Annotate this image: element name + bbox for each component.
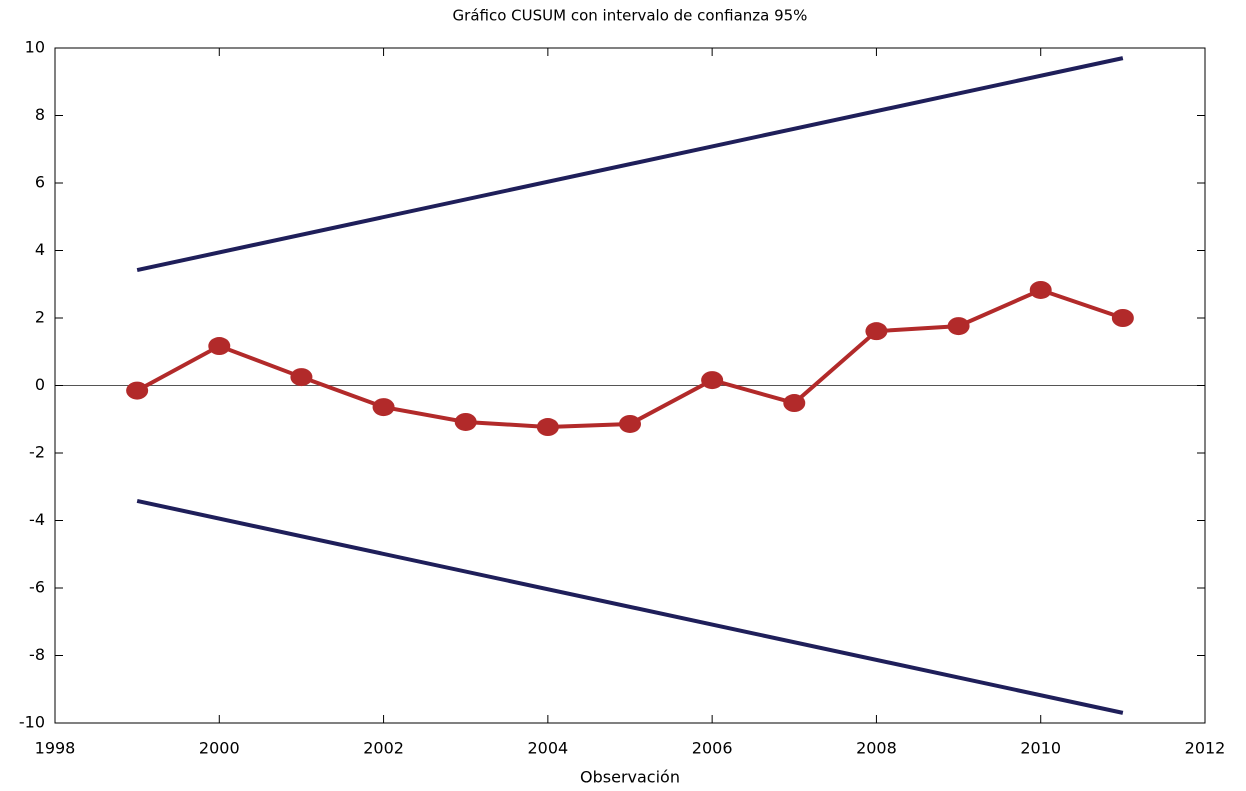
y-tick-label: 4	[35, 240, 45, 259]
data-point	[865, 322, 888, 341]
y-tick-label: 6	[35, 173, 45, 192]
data-point	[372, 398, 395, 417]
x-tick-label: 2008	[856, 739, 897, 758]
data-point	[536, 418, 559, 437]
x-tick-label: 2006	[692, 739, 733, 758]
data-point	[701, 371, 724, 390]
x-axis-label: Observación	[580, 768, 680, 787]
y-tick-label: -4	[29, 510, 45, 529]
y-tick-label: -6	[29, 578, 45, 597]
y-tick-label: 8	[35, 105, 45, 124]
x-tick-label: 2010	[1020, 739, 1061, 758]
data-point	[1029, 280, 1052, 299]
data-point	[783, 394, 806, 413]
chart-title: Gráfico CUSUM con intervalo de confianza…	[453, 7, 808, 25]
data-point	[454, 412, 477, 431]
x-tick-label: 2002	[363, 739, 404, 758]
data-point	[290, 368, 313, 387]
x-tick-label: 1998	[35, 739, 76, 758]
y-tick-label: 0	[35, 375, 45, 394]
data-point	[208, 337, 231, 356]
series-line	[136, 56, 1124, 273]
y-tick-label: -10	[19, 713, 45, 732]
series-line	[136, 287, 1124, 430]
x-tick-label: 2004	[527, 739, 568, 758]
y-tick-label: 10	[25, 38, 45, 57]
series-line	[136, 498, 1124, 715]
y-tick-label: 2	[35, 308, 45, 327]
x-tick-label: 2012	[1185, 739, 1226, 758]
data-point	[1111, 309, 1134, 327]
y-tick-label: -8	[29, 645, 45, 664]
y-tick-label: -2	[29, 443, 45, 462]
data-point	[126, 381, 149, 400]
x-tick-label: 2000	[199, 739, 240, 758]
data-point	[947, 317, 970, 336]
plot-frame	[54, 47, 1206, 724]
data-point	[619, 414, 641, 433]
